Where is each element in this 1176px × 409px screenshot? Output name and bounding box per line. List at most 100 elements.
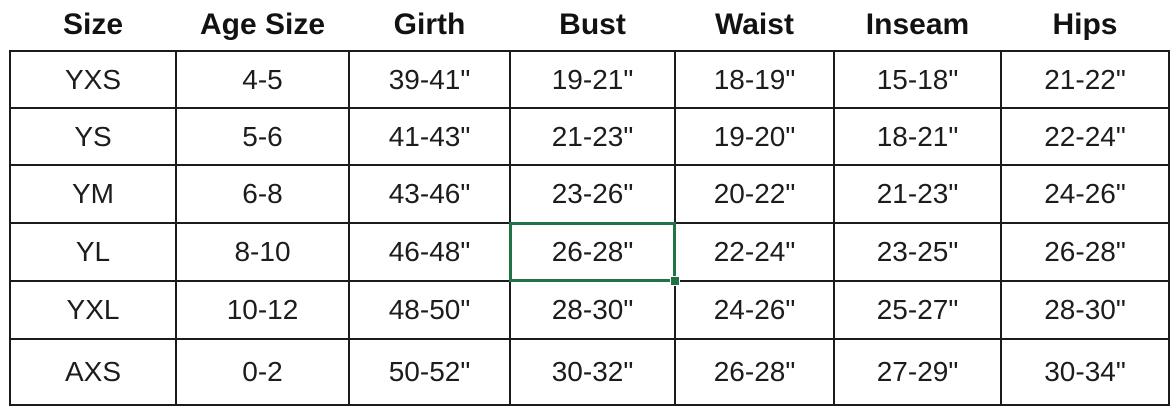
cell-value: 26-28"	[551, 236, 634, 267]
cell-yl-inseam[interactable]: 23-25"	[833, 222, 1002, 282]
cell-value: 25-27"	[876, 294, 959, 325]
cell-value: 30-34"	[1044, 356, 1126, 387]
cell-axs-hips[interactable]: 30-34"	[1000, 338, 1170, 406]
cell-value: 6-8	[242, 178, 283, 209]
column-header-inseam[interactable]: Inseam	[865, 8, 970, 41]
cell-ym-bust[interactable]: 23-26"	[509, 164, 676, 224]
cell-ys-size[interactable]: YS	[9, 107, 177, 166]
cell-value: 48-50"	[388, 294, 471, 325]
cell-yl-size[interactable]: YL	[9, 222, 177, 282]
cell-yl-girth[interactable]: 46-48"	[348, 222, 511, 282]
cell-yxl-girth[interactable]: 48-50"	[348, 280, 511, 340]
cell-value: 27-29"	[876, 356, 959, 387]
column-header-waist[interactable]: Waist	[715, 8, 794, 41]
cell-value: 26-28"	[713, 356, 796, 387]
cell-value: 22-24"	[1044, 120, 1126, 152]
cell-value: 21-23"	[876, 178, 959, 209]
cell-value: 19-20"	[713, 120, 796, 152]
cell-value: 46-48"	[388, 236, 471, 267]
cell-axs-girth[interactable]: 50-52"	[348, 338, 511, 406]
cell-value: 23-26"	[551, 178, 634, 209]
cell-value: 41-43"	[388, 120, 471, 152]
cell-axs-waist[interactable]: 26-28"	[674, 338, 835, 406]
cell-value: YS	[74, 120, 112, 152]
cell-value: 28-30"	[1044, 294, 1126, 325]
column-header-hips[interactable]: Hips	[1052, 8, 1118, 41]
cell-yxs-inseam[interactable]: 15-18"	[833, 50, 1002, 109]
cell-value: 24-26"	[1044, 178, 1126, 209]
cell-ym-age[interactable]: 6-8	[175, 164, 350, 224]
cell-value: 21-23"	[551, 120, 634, 152]
cell-value: 5-6	[242, 120, 283, 152]
cell-value: 24-26"	[713, 294, 796, 325]
cell-ym-inseam[interactable]: 21-23"	[833, 164, 1002, 224]
cell-yxl-size[interactable]: YXL	[9, 280, 177, 340]
cell-value: 19-21"	[551, 63, 634, 95]
cell-ys-girth[interactable]: 41-43"	[348, 107, 511, 166]
cell-yxs-girth[interactable]: 39-41"	[348, 50, 511, 109]
cell-ym-size[interactable]: YM	[9, 164, 177, 224]
cell-value: 23-25"	[876, 236, 959, 267]
cell-ym-girth[interactable]: 43-46"	[348, 164, 511, 224]
column-header-age[interactable]: Age Size	[199, 8, 326, 41]
cell-yxs-bust[interactable]: 19-21"	[509, 50, 676, 109]
cell-value: YXS	[64, 63, 122, 95]
cell-value: 30-32"	[551, 356, 634, 387]
table-row: YM 6-8 43-46" 23-26" 20-22" 21-23" 24-26"	[9, 164, 1170, 224]
cell-yl-age[interactable]: 8-10	[175, 222, 350, 282]
cell-yxl-bust[interactable]: 28-30"	[509, 280, 676, 340]
cell-value: YM	[72, 178, 114, 209]
cell-value: 18-19"	[713, 63, 796, 95]
cell-value: 50-52"	[388, 356, 471, 387]
cell-value: 10-12	[226, 294, 299, 325]
cell-ym-hips[interactable]: 24-26"	[1000, 164, 1170, 224]
cell-ys-hips[interactable]: 22-24"	[1000, 107, 1170, 166]
cell-value: 39-41"	[388, 63, 471, 95]
cell-yl-waist[interactable]: 22-24"	[674, 222, 835, 282]
cell-value: 28-30"	[551, 294, 634, 325]
cell-axs-inseam[interactable]: 27-29"	[833, 338, 1002, 406]
cell-yxl-hips[interactable]: 28-30"	[1000, 280, 1170, 340]
table-row: YXS 4-5 39-41" 19-21" 18-19" 15-18" 21-22"	[9, 50, 1170, 109]
cell-axs-age[interactable]: 0-2	[175, 338, 350, 406]
cell-yxs-size[interactable]: YXS	[9, 50, 177, 109]
cell-value: 43-46"	[388, 178, 471, 209]
cell-ys-waist[interactable]: 19-20"	[674, 107, 835, 166]
cell-yl-bust[interactable]: 26-28"	[509, 222, 680, 286]
cell-ys-inseam[interactable]: 18-21"	[833, 107, 1002, 166]
cell-axs-bust[interactable]: 30-32"	[509, 338, 676, 406]
cell-value: 15-18"	[876, 63, 959, 95]
cell-ys-bust[interactable]: 21-23"	[509, 107, 676, 166]
cell-value: 20-22"	[713, 178, 796, 209]
cell-value: YL	[75, 236, 111, 267]
cell-yxs-age[interactable]: 4-5	[175, 50, 350, 109]
cell-yxl-waist[interactable]: 24-26"	[674, 280, 835, 340]
fill-handle[interactable]	[670, 276, 680, 286]
cell-value: AXS	[64, 356, 122, 387]
cell-yxl-age[interactable]: 10-12	[175, 280, 350, 340]
cell-ys-age[interactable]: 5-6	[175, 107, 350, 166]
cell-value: 0-2	[242, 356, 283, 387]
cell-value: YXL	[66, 294, 120, 325]
cell-yxs-waist[interactable]: 18-19"	[674, 50, 835, 109]
cell-axs-size[interactable]: AXS	[9, 338, 177, 406]
cell-value: 8-10	[234, 236, 291, 267]
table-row: YS 5-6 41-43" 21-23" 19-20" 18-21" 22-24"	[9, 107, 1170, 166]
column-header-girth[interactable]: Girth	[393, 8, 466, 41]
cell-value: 22-24"	[713, 236, 796, 267]
cell-yl-hips[interactable]: 26-28"	[1000, 222, 1170, 282]
table-body: YXS 4-5 39-41" 19-21" 18-19" 15-18" 21-22" YS 5-…	[9, 50, 1170, 406]
cell-value: 18-21"	[876, 120, 959, 152]
cell-ym-waist[interactable]: 20-22"	[674, 164, 835, 224]
cell-yxs-hips[interactable]: 21-22"	[1000, 50, 1170, 109]
cell-value: 26-28"	[1044, 236, 1126, 267]
column-header-size[interactable]: Size	[62, 8, 124, 41]
table-row: AXS 0-2 50-52" 30-32" 26-28" 27-29" 30-34"	[9, 338, 1170, 406]
header-row: Size Age Size Girth Bust Waist Inseam Hips	[10, 0, 1169, 51]
column-header-bust[interactable]: Bust	[559, 8, 626, 41]
cell-yxl-inseam[interactable]: 25-27"	[833, 280, 1002, 340]
size-chart-table: Size Age Size Girth Bust Waist Inseam Hips YXS…	[9, 0, 1170, 406]
table-row: YL 8-10 46-48" 26-28" 22-24" 23-25" 26-28"	[9, 222, 1170, 286]
cell-value: 4-5	[242, 63, 283, 95]
